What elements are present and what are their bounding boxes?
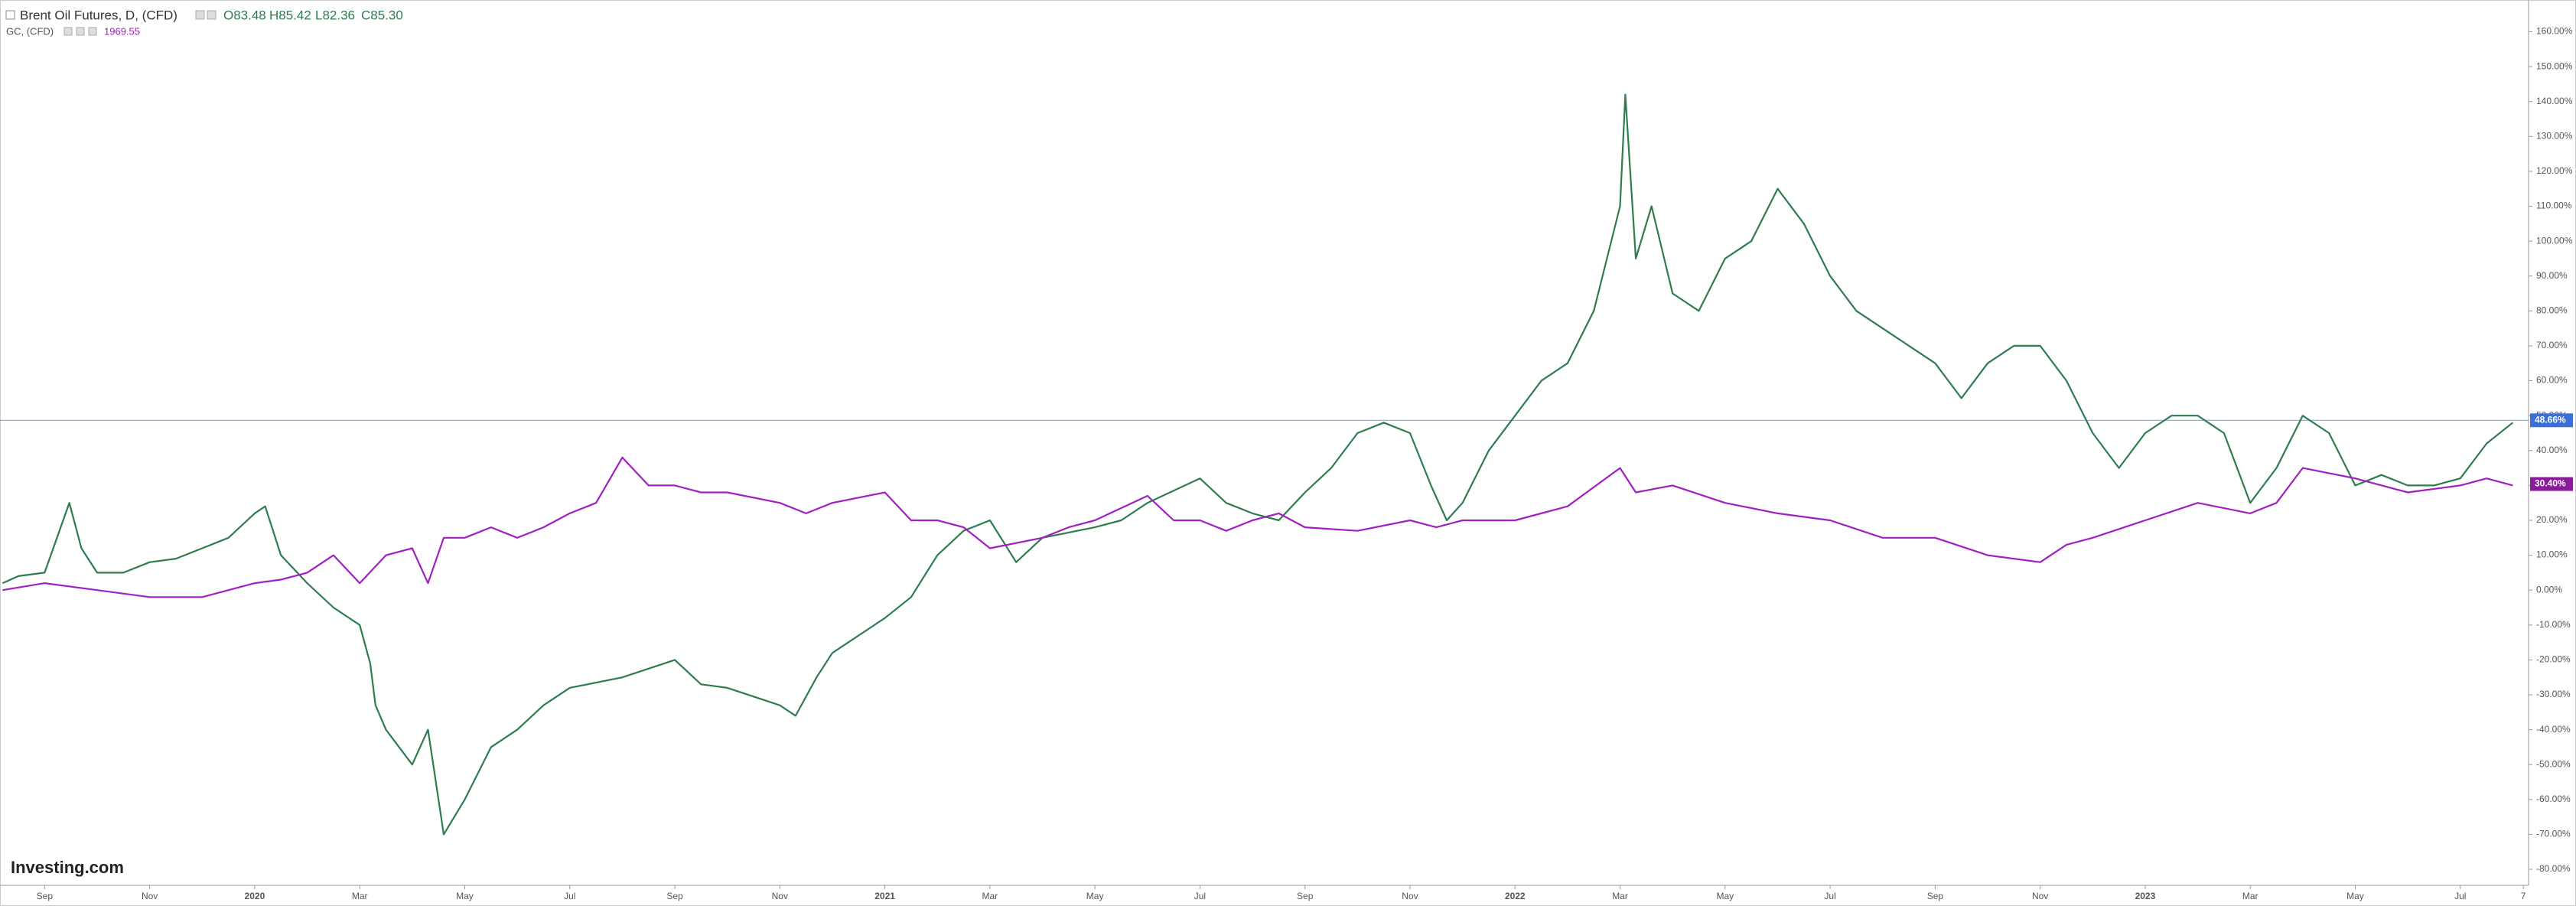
ohlc-value: C85.30: [361, 8, 403, 22]
y-tick-label: -80.00%: [2536, 863, 2571, 874]
x-tick-label: Jul: [1194, 891, 1206, 901]
last-value-tag: [2530, 477, 2573, 491]
ohlc-value: L82.36: [315, 8, 355, 22]
y-tick-label: -20.00%: [2536, 654, 2571, 665]
x-tick-label: Sep: [1927, 891, 1944, 901]
y-tick-label: 20.00%: [2536, 514, 2568, 525]
y-tick-label: 90.00%: [2536, 270, 2568, 281]
x-tick-label: 2022: [1505, 891, 1526, 901]
x-tick-label: May: [1086, 891, 1104, 901]
icon[interactable]: [64, 27, 73, 36]
last-value-label: 48.66%: [2535, 414, 2566, 425]
x-tick-label: Jul: [1824, 891, 1835, 901]
y-tick-label: 80.00%: [2536, 305, 2568, 316]
x-tick-label: Mar: [982, 891, 998, 901]
collapse-icon[interactable]: [5, 10, 15, 20]
y-tick-label: -70.00%: [2536, 829, 2571, 839]
x-tick-label: Sep: [1297, 891, 1314, 901]
x-tick-label: Jul: [2454, 891, 2466, 901]
x-tick-label: Sep: [666, 891, 683, 901]
icon[interactable]: [88, 27, 97, 36]
x-tick-label: May: [456, 891, 474, 901]
y-tick-label: 150.00%: [2536, 60, 2573, 71]
y-tick-label: -30.00%: [2536, 689, 2571, 699]
y-tick-label: -50.00%: [2536, 758, 2571, 769]
series-title: GC, (CFD): [6, 25, 54, 37]
x-tick-label: Nov: [142, 891, 158, 901]
icon[interactable]: [76, 27, 85, 36]
x-tick-label: 2021: [874, 891, 895, 901]
y-tick-label: 120.00%: [2536, 165, 2573, 176]
icon[interactable]: [207, 10, 217, 20]
y-tick-label: -60.00%: [2536, 794, 2571, 804]
ohlc: O83.48 H85.42 L82.36 C85.30: [223, 8, 403, 22]
y-tick-label: 100.00%: [2536, 235, 2573, 246]
last-value-tag: [2530, 413, 2573, 428]
y-tick-label: 130.00%: [2536, 130, 2573, 141]
x-tick-label: Nov: [1402, 891, 1418, 901]
x-tick-label: May: [2346, 891, 2364, 901]
y-tick-label: 110.00%: [2536, 200, 2572, 211]
y-tick-label: 60.00%: [2536, 375, 2568, 386]
y-tick-label: 140.00%: [2536, 96, 2573, 106]
x-tick-label: Jul: [564, 891, 575, 901]
y-tick-label: 160.00%: [2536, 26, 2573, 37]
icon[interactable]: [195, 10, 205, 20]
series-line: [2, 456, 2513, 598]
y-tick-label: 40.00%: [2536, 445, 2568, 455]
y-tick-label: 70.00%: [2536, 340, 2568, 350]
x-tick-label: Mar: [352, 891, 368, 901]
x-tick-label: Mar: [1612, 891, 1628, 901]
y-tick-label: -40.00%: [2536, 724, 2571, 735]
last-value-label: 30.40%: [2535, 478, 2566, 489]
x-tick-label: 2020: [245, 891, 265, 901]
x-tick-label: Mar: [2242, 891, 2258, 901]
y-tick-label: 10.00%: [2536, 549, 2568, 560]
ohlc-value: O83.48: [223, 8, 266, 22]
x-tick-label: May: [1716, 891, 1734, 901]
series-value: 1969.55: [104, 25, 140, 37]
logo: Investing.com: [11, 858, 124, 877]
series-line: [2, 93, 2514, 836]
x-tick-label: Sep: [37, 891, 54, 901]
ohlc-value: H85.42: [269, 8, 311, 22]
x-tick-label: 7: [2521, 891, 2526, 901]
x-tick-label: Nov: [772, 891, 788, 901]
x-tick-label: Nov: [2032, 891, 2048, 901]
series-title: Brent Oil Futures, D, (CFD): [20, 8, 177, 22]
y-tick-label: 0.00%: [2536, 584, 2562, 595]
x-tick-label: 2023: [2135, 891, 2156, 901]
y-tick-label: -10.00%: [2536, 619, 2571, 630]
